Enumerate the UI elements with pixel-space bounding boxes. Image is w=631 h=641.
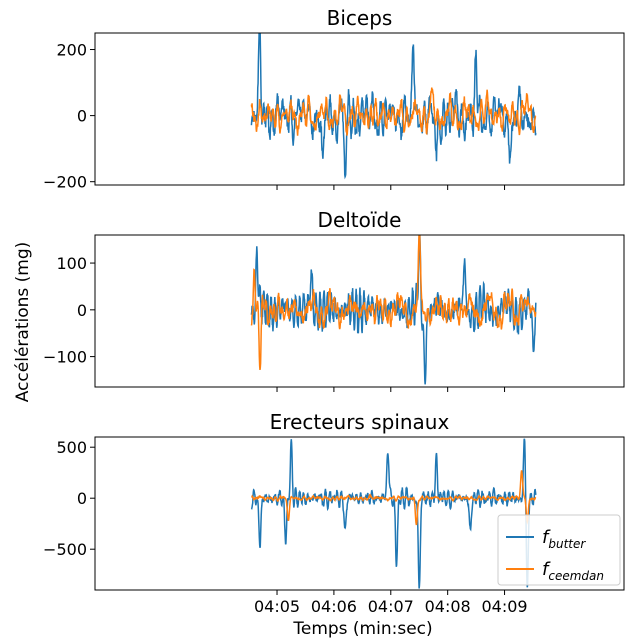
panels: −200 0 200 Biceps −100 0 100 Deltoïde −500 0 500 04… — [43, 6, 625, 616]
axes-frame — [94, 234, 625, 388]
x-tick-label: 04:08 — [425, 597, 471, 616]
legend-box — [497, 514, 621, 586]
legend-label: fceemdan — [542, 559, 604, 583]
panel-title: Biceps — [327, 6, 393, 30]
series-line-f-ceemdan — [250, 87, 537, 136]
y-tick-label: 0 — [77, 107, 87, 126]
panel-deltoide: −100 0 100 Deltoïde — [43, 208, 625, 392]
series-line-f-butter — [250, 438, 537, 589]
series-line-f-ceemdan — [251, 470, 537, 526]
y-axis-label: Accélérations (mg) — [13, 242, 33, 403]
legend: fbutter fceemdan — [497, 514, 621, 586]
panel-title: Deltoïde — [318, 208, 402, 232]
x-tick-label: 04:05 — [254, 597, 300, 616]
panel-title: Erecteurs spinaux — [270, 410, 450, 434]
y-tick-label: 500 — [56, 438, 87, 457]
x-axis-label: Temps (min:sec) — [292, 619, 432, 639]
series-line-f-ceemdan — [250, 235, 537, 370]
y-tick-label: −200 — [43, 173, 87, 192]
panel-biceps: −200 0 200 Biceps — [43, 6, 625, 192]
y-tick-label: 0 — [77, 301, 87, 320]
axes-frame — [94, 436, 625, 591]
axes-frame — [94, 32, 625, 186]
x-tick-label: 04:09 — [481, 597, 527, 616]
y-tick-label: −100 — [43, 348, 87, 367]
x-tick-label: 04:07 — [368, 597, 414, 616]
y-tick-label: 100 — [56, 254, 87, 273]
y-tick-label: 200 — [56, 41, 87, 60]
series-line-f-butter — [250, 33, 537, 180]
panel-erecteurs-spinaux: −500 0 500 04:05 04:06 04:07 04:08 04:09 Erecteu… — [43, 410, 625, 616]
y-tick-label: 0 — [77, 489, 87, 508]
legend-label: fbutter — [542, 527, 586, 551]
x-tick-label: 04:06 — [311, 597, 357, 616]
y-tick-label: −500 — [43, 540, 87, 559]
